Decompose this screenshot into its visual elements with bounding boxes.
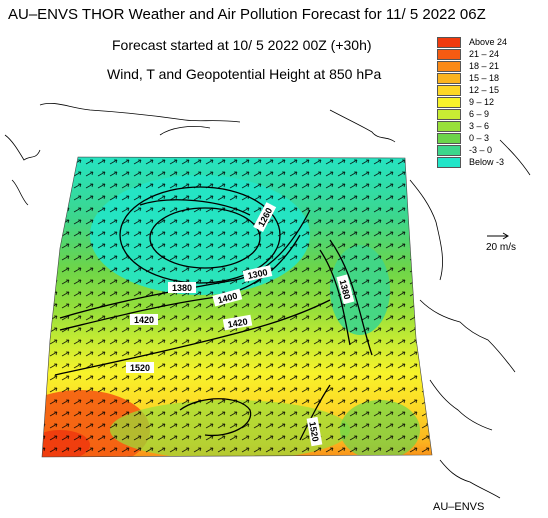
legend-item: 0 – 3: [437, 132, 547, 144]
map-title: AU–ENVS THOR Weather and Air Pollution F…: [8, 6, 486, 23]
wind-scale-label: 20 m/s: [486, 242, 517, 253]
legend-item: Below -3: [437, 156, 547, 168]
legend-swatch: [437, 144, 461, 156]
legend-swatch: [437, 36, 461, 48]
legend-swatch: [437, 120, 461, 132]
legend-label: 12 – 15: [469, 85, 500, 95]
legend-item: -3 – 0: [437, 144, 547, 156]
legend-label: 9 – 12: [469, 97, 495, 107]
legend-swatch: [437, 48, 461, 60]
contour-label: 1420: [227, 316, 248, 329]
legend-label: -3 – 0: [469, 145, 493, 155]
legend-swatch: [437, 96, 461, 108]
legend-item: Above 24: [437, 36, 547, 48]
brand-label: AU–ENVS: [433, 501, 485, 513]
field-description: Wind, T and Geopotential Height at 850 h…: [107, 66, 382, 82]
legend-label: 6 – 9: [469, 109, 490, 119]
legend-label: 18 – 21: [469, 61, 500, 71]
legend-item: 21 – 24: [437, 48, 547, 60]
temperature-field: [42, 157, 432, 457]
legend-item: 12 – 15: [437, 84, 547, 96]
legend-label: 3 – 6: [469, 121, 490, 131]
legend-label: Above 24: [469, 37, 508, 47]
contour-label: 1520: [307, 421, 320, 442]
contour-label: 1300: [247, 267, 269, 281]
forecast-start-label: Forecast started at 10/ 5 2022 00Z (+30h…: [112, 37, 372, 53]
legend-label: Below -3: [469, 157, 505, 167]
legend-swatch: [437, 84, 461, 96]
contour-label: 1380: [172, 283, 192, 293]
legend-swatch: [437, 60, 461, 72]
domain-border: [41, 156, 433, 458]
legend-label: 21 – 24: [469, 49, 500, 59]
legend-swatch: [437, 108, 461, 120]
legend-swatch: [437, 132, 461, 144]
legend-swatch: [437, 156, 461, 168]
legend-label: 0 – 3: [469, 133, 490, 143]
wind-scale: 20 m/s: [484, 228, 544, 268]
contour-label: 1420: [134, 315, 154, 325]
legend-item: 3 – 6: [437, 120, 547, 132]
temperature-legend: Above 24 21 – 24 18 – 21 15 – 18 12 – 15…: [437, 36, 547, 168]
legend-label: 15 – 18: [469, 73, 500, 83]
geopotential-contours: [54, 186, 373, 441]
contour-labels: 1260 1300 1380 1380 1400 1420 1420 1440: [126, 202, 355, 447]
coastlines: [4, 102, 531, 499]
legend-item: 15 – 18: [437, 72, 547, 84]
legend-item: 18 – 21: [437, 60, 547, 72]
legend-item: 6 – 9: [437, 108, 547, 120]
wind-arrow-icon: [487, 232, 509, 240]
contour-label: 1520: [130, 363, 150, 373]
legend-swatch: [437, 72, 461, 84]
legend-item: 9 – 12: [437, 96, 547, 108]
